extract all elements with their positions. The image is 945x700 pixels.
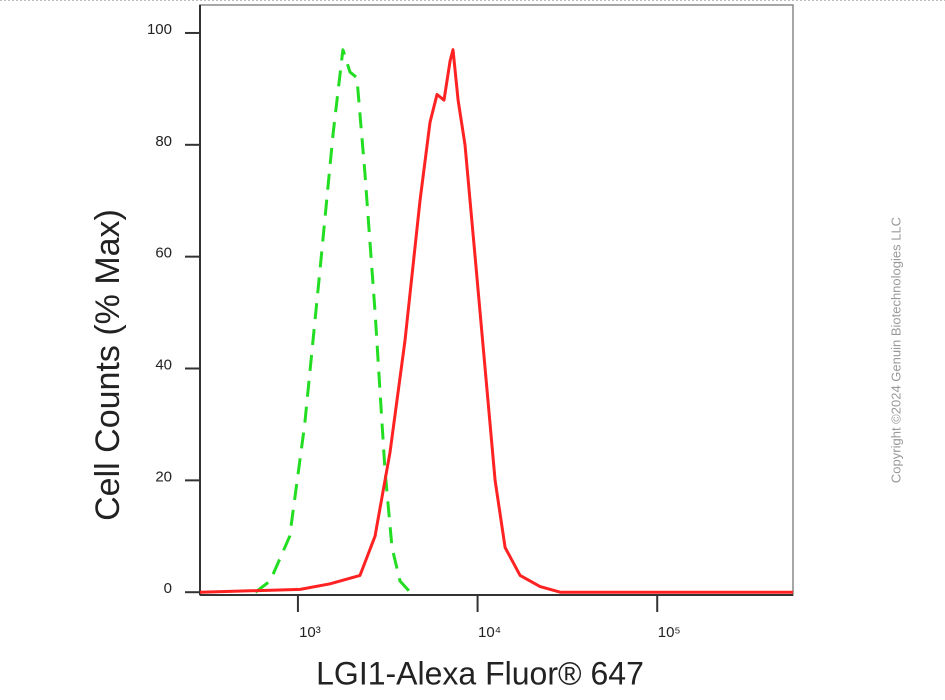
series-line <box>199 48 793 594</box>
x-tick-label: 10⁴ <box>478 624 501 641</box>
y-axis-label: Cell Counts (% Max) <box>89 209 127 521</box>
y-tick-label: 80 <box>155 133 172 150</box>
x-axis-label: LGI1-Alexa Fluor® 647 <box>316 655 644 691</box>
y-tick-label: 60 <box>155 245 172 262</box>
copyright: Copyright ©2024 Genuin Biotechnologies L… <box>888 217 903 483</box>
y-tick-label: 40 <box>155 356 172 373</box>
y-tick-label: 20 <box>155 468 172 485</box>
x-tick-label: 10⁵ <box>658 624 681 641</box>
plot-frame <box>199 4 794 596</box>
x-tick-label: 10³ <box>299 624 321 641</box>
y-tick-label: 100 <box>147 21 172 38</box>
series-line <box>254 48 412 594</box>
y-tick-label: 0 <box>164 580 172 597</box>
